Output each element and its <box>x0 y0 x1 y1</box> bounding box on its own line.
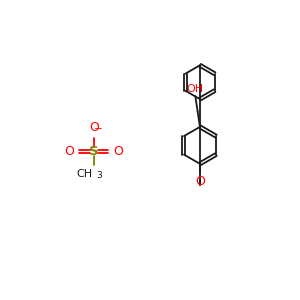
Text: −: − <box>94 124 103 134</box>
Text: O: O <box>64 145 74 158</box>
Text: CH: CH <box>77 169 93 179</box>
Text: O: O <box>89 121 99 134</box>
Text: O: O <box>113 145 123 158</box>
Text: 3: 3 <box>97 171 103 180</box>
Text: S: S <box>89 145 98 158</box>
Text: OH: OH <box>186 84 203 94</box>
Text: O: O <box>195 175 205 188</box>
